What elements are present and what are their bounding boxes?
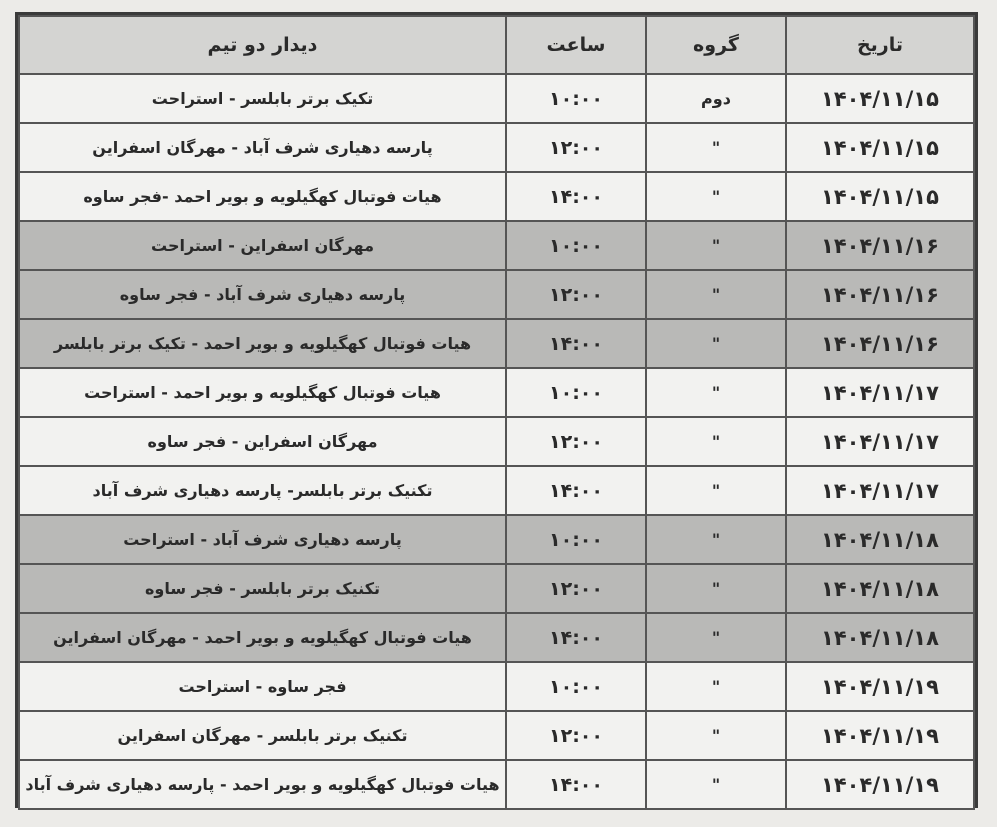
- group-cell: ": [645, 318, 787, 369]
- header-date: تاریخ: [785, 15, 975, 75]
- time-cell: ۱۰:۰۰: [505, 220, 647, 271]
- group-cell: ": [645, 171, 787, 222]
- date-cell: ۱۴۰۴/۱۱/۱۵: [785, 73, 975, 124]
- table-row: ۱۴۰۴/۱۱/۱۵ " ۱۴:۰۰ هیات فوتبال کهگیلویه و ب…: [18, 171, 975, 222]
- group-cell: ": [645, 661, 787, 712]
- date-cell: ۱۴۰۴/۱۱/۱۸: [785, 612, 975, 663]
- table-row: ۱۴۰۴/۱۱/۱۵ " ۱۲:۰۰ پارسه دهیاری شرف آباد - …: [18, 122, 975, 173]
- time-cell: ۱۰:۰۰: [505, 514, 647, 565]
- date-cell: ۱۴۰۴/۱۱/۱۷: [785, 416, 975, 467]
- header-group: گروه: [645, 15, 787, 75]
- header-row: تاریخ گروه ساعت دیدار دو تیم: [18, 15, 975, 75]
- time-cell: ۱۲:۰۰: [505, 269, 647, 320]
- time-cell: ۱۰:۰۰: [505, 73, 647, 124]
- table-row: ۱۴۰۴/۱۱/۱۷ " ۱۴:۰۰ تکنیک برتر بابلسر- پارسه…: [18, 465, 975, 516]
- time-cell: ۱۴:۰۰: [505, 612, 647, 663]
- group-cell: ": [645, 465, 787, 516]
- table-row: ۱۴۰۴/۱۱/۱۶ " ۱۰:۰۰ مهرگان اسفراین - استراحت: [18, 220, 975, 271]
- date-cell: ۱۴۰۴/۱۱/۱۹: [785, 661, 975, 712]
- date-cell: ۱۴۰۴/۱۱/۱۹: [785, 759, 975, 810]
- table-row: ۱۴۰۴/۱۱/۱۹ " ۱۰:۰۰ فجر ساوه - استراحت: [18, 661, 975, 712]
- match-cell: تکنیک برتر بابلسر - مهرگان اسفراین: [18, 710, 507, 761]
- table-row: ۱۴۰۴/۱۱/۱۵ دوم ۱۰:۰۰ تکیک برتر بابلسر - است…: [18, 73, 975, 124]
- match-cell: هیات فوتبال کهگیلویه و بویر احمد - تکیک …: [18, 318, 507, 369]
- time-cell: ۱۰:۰۰: [505, 367, 647, 418]
- time-cell: ۱۲:۰۰: [505, 710, 647, 761]
- table-row: ۱۴۰۴/۱۱/۱۶ " ۱۴:۰۰ هیات فوتبال کهگیلویه و ب…: [18, 318, 975, 369]
- time-cell: ۱۲:۰۰: [505, 122, 647, 173]
- match-cell: هیات فوتبال کهگیلویه و بویر احمد -فجر سا…: [18, 171, 507, 222]
- date-cell: ۱۴۰۴/۱۱/۱۷: [785, 465, 975, 516]
- group-cell: ": [645, 269, 787, 320]
- group-cell: ": [645, 367, 787, 418]
- match-cell: هیات فوتبال کهگیلویه و بویر احمد - استرا…: [18, 367, 507, 418]
- match-cell: هیات فوتبال کهگیلویه و بویر احمد - مهرگا…: [18, 612, 507, 663]
- group-cell: ": [645, 759, 787, 810]
- date-cell: ۱۴۰۴/۱۱/۱۸: [785, 563, 975, 614]
- time-cell: ۱۴:۰۰: [505, 465, 647, 516]
- group-cell: دوم: [645, 73, 787, 124]
- date-cell: ۱۴۰۴/۱۱/۱۶: [785, 220, 975, 271]
- table-row: ۱۴۰۴/۱۱/۱۸ " ۱۲:۰۰ تکنیک برتر بابلسر - فجر …: [18, 563, 975, 614]
- table-row: ۱۴۰۴/۱۱/۱۹ " ۱۲:۰۰ تکنیک برتر بابلسر - مهرگ…: [18, 710, 975, 761]
- header-match: دیدار دو تیم: [18, 15, 507, 75]
- table-row: ۱۴۰۴/۱۱/۱۷ " ۱۲:۰۰ مهرگان اسفراین - فجر ساو…: [18, 416, 975, 467]
- match-cell: مهرگان اسفراین - استراحت: [18, 220, 507, 271]
- group-cell: ": [645, 416, 787, 467]
- time-cell: ۱۴:۰۰: [505, 759, 647, 810]
- table-row: ۱۴۰۴/۱۱/۱۶ " ۱۲:۰۰ پارسه دهیاری شرف آباد - …: [18, 269, 975, 320]
- group-cell: ": [645, 612, 787, 663]
- table-row: ۱۴۰۴/۱۱/۱۸ " ۱۴:۰۰ هیات فوتبال کهگیلویه و ب…: [18, 612, 975, 663]
- table-row: ۱۴۰۴/۱۱/۱۹ " ۱۴:۰۰ هیات فوتبال کهگیلویه و ب…: [18, 759, 975, 810]
- match-cell: تکیک برتر بابلسر - استراحت: [18, 73, 507, 124]
- date-cell: ۱۴۰۴/۱۱/۱۹: [785, 710, 975, 761]
- date-cell: ۱۴۰۴/۱۱/۱۵: [785, 122, 975, 173]
- date-cell: ۱۴۰۴/۱۱/۱۶: [785, 269, 975, 320]
- match-cell: هیات فوتبال کهگیلویه و بویر احمد - پارسه…: [18, 759, 507, 810]
- date-cell: ۱۴۰۴/۱۱/۱۷: [785, 367, 975, 418]
- match-cell: پارسه دهیاری شرف آباد - فجر ساوه: [18, 269, 507, 320]
- time-cell: ۱۲:۰۰: [505, 563, 647, 614]
- match-schedule-table: تاریخ گروه ساعت دیدار دو تیم ۱۴۰۴/۱۱/۱۵ د…: [18, 15, 975, 810]
- date-cell: ۱۴۰۴/۱۱/۱۶: [785, 318, 975, 369]
- match-cell: تکنیک برتر بابلسر- پارسه دهیاری شرف آباد: [18, 465, 507, 516]
- header-time: ساعت: [505, 15, 647, 75]
- group-cell: ": [645, 710, 787, 761]
- group-cell: ": [645, 122, 787, 173]
- time-cell: ۱۲:۰۰: [505, 416, 647, 467]
- match-cell: فجر ساوه - استراحت: [18, 661, 507, 712]
- match-cell: پارسه دهیاری شرف آباد - استراحت: [18, 514, 507, 565]
- schedule-sheet: تاریخ گروه ساعت دیدار دو تیم ۱۴۰۴/۱۱/۱۵ د…: [15, 12, 978, 810]
- time-cell: ۱۴:۰۰: [505, 171, 647, 222]
- time-cell: ۱۰:۰۰: [505, 661, 647, 712]
- date-cell: ۱۴۰۴/۱۱/۱۵: [785, 171, 975, 222]
- match-cell: مهرگان اسفراین - فجر ساوه: [18, 416, 507, 467]
- table-row: ۱۴۰۴/۱۱/۱۸ " ۱۰:۰۰ پارسه دهیاری شرف آباد - …: [18, 514, 975, 565]
- date-cell: ۱۴۰۴/۱۱/۱۸: [785, 514, 975, 565]
- group-cell: ": [645, 514, 787, 565]
- group-cell: ": [645, 220, 787, 271]
- group-cell: ": [645, 563, 787, 614]
- table-row: ۱۴۰۴/۱۱/۱۷ " ۱۰:۰۰ هیات فوتبال کهگیلویه و ب…: [18, 367, 975, 418]
- time-cell: ۱۴:۰۰: [505, 318, 647, 369]
- match-cell: تکنیک برتر بابلسر - فجر ساوه: [18, 563, 507, 614]
- match-cell: پارسه دهیاری شرف آباد - مهرگان اسفراین: [18, 122, 507, 173]
